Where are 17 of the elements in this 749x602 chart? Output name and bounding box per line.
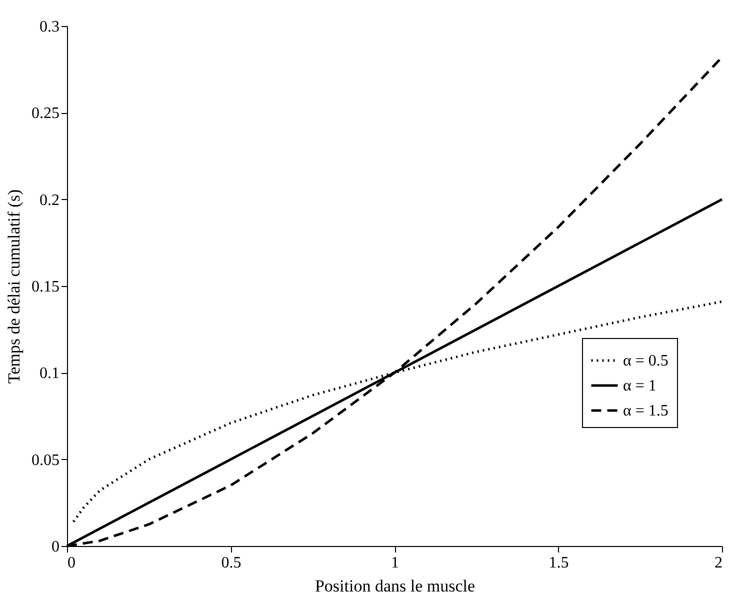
y-tick-label: 0.15 xyxy=(32,278,60,296)
y-axis-title: Temps de délai cumulatif (s) xyxy=(4,189,24,384)
legend-label: α = 0.5 xyxy=(623,352,668,370)
x-tick-label: 1 xyxy=(391,554,399,572)
x-tick-label: 1.5 xyxy=(548,554,569,572)
x-axis-title: Position dans le muscle xyxy=(314,576,476,596)
y-tick-label: 0.05 xyxy=(32,452,60,469)
y-tick-label: 0 xyxy=(52,538,60,556)
y-tick-label: 0.1 xyxy=(40,365,60,382)
y-tick-label: 0.2 xyxy=(40,192,60,209)
y-tick-label: 0.25 xyxy=(32,105,60,122)
legend-label: α = 1 xyxy=(623,378,656,394)
x-tick-label: 2 xyxy=(714,554,722,572)
x-tick-label: 0.5 xyxy=(221,554,242,572)
y-tick-label: 0.3 xyxy=(40,18,60,36)
x-tick-label: 0 xyxy=(68,554,76,572)
legend-label: α = 1.5 xyxy=(623,402,668,420)
